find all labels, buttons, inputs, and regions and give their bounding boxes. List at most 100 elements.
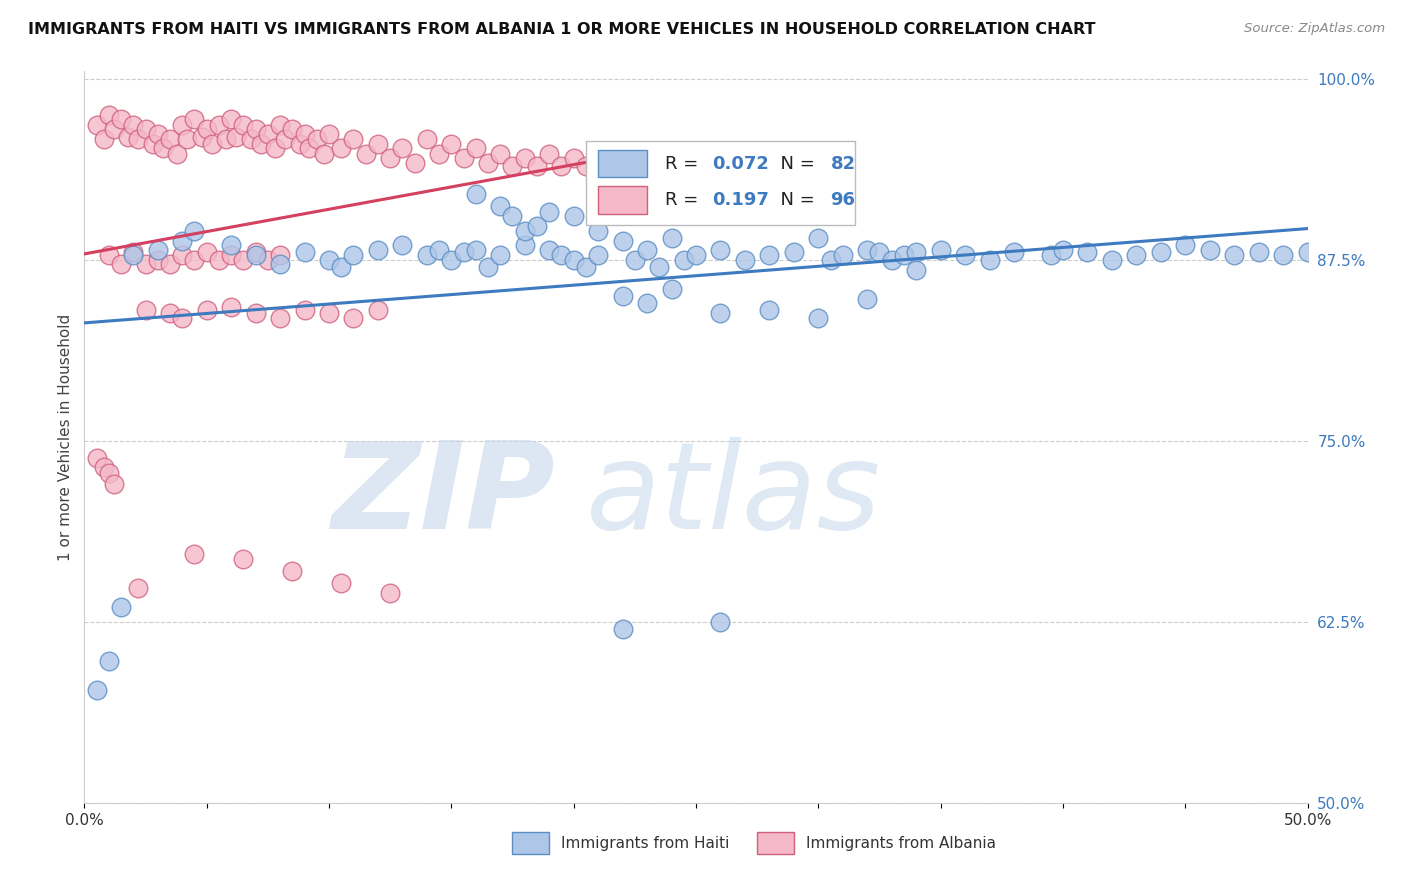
Point	[427, 147, 450, 161]
Point	[215, 132, 238, 146]
Point	[314, 147, 336, 161]
Point	[166, 147, 188, 161]
Point	[269, 248, 291, 262]
Point	[575, 260, 598, 274]
Point	[562, 252, 585, 267]
Point	[281, 122, 304, 136]
Point	[464, 243, 486, 257]
Point	[953, 248, 976, 262]
Point	[661, 282, 683, 296]
Point	[135, 122, 157, 136]
Text: 96: 96	[831, 191, 855, 209]
Point	[110, 112, 132, 127]
Point	[232, 118, 254, 132]
Point	[905, 262, 928, 277]
Point	[1125, 248, 1147, 262]
Point	[135, 257, 157, 271]
Point	[330, 575, 353, 590]
Point	[330, 141, 353, 155]
Point	[929, 243, 952, 257]
Point	[342, 132, 364, 146]
Point	[807, 310, 830, 325]
Point	[318, 127, 340, 141]
Point	[489, 147, 512, 161]
Point	[562, 209, 585, 223]
Point	[575, 159, 598, 173]
Point	[513, 151, 536, 165]
Point	[195, 122, 218, 136]
Point	[183, 224, 205, 238]
Point	[427, 243, 450, 257]
Point	[489, 248, 512, 262]
Point	[176, 132, 198, 146]
Point	[93, 459, 115, 474]
FancyBboxPatch shape	[758, 832, 794, 854]
Point	[103, 122, 125, 136]
Point	[526, 219, 548, 234]
Point	[624, 252, 647, 267]
Text: R =: R =	[665, 154, 704, 172]
Point	[648, 260, 671, 274]
Point	[538, 205, 561, 219]
Point	[636, 296, 658, 310]
Point	[880, 252, 903, 267]
Point	[367, 303, 389, 318]
Point	[245, 248, 267, 262]
Point	[820, 252, 842, 267]
Point	[550, 159, 572, 173]
Point	[269, 257, 291, 271]
Point	[1039, 248, 1062, 262]
Point	[298, 141, 321, 155]
Point	[245, 306, 267, 320]
Point	[245, 245, 267, 260]
Point	[110, 257, 132, 271]
Point	[117, 129, 139, 144]
Point	[208, 118, 231, 132]
Point	[636, 243, 658, 257]
Point	[146, 127, 169, 141]
Point	[367, 136, 389, 151]
Point	[219, 248, 242, 262]
Point	[685, 248, 707, 262]
Point	[330, 260, 353, 274]
Point	[152, 141, 174, 155]
Point	[661, 231, 683, 245]
Text: ZIP: ZIP	[332, 437, 555, 554]
Point	[142, 136, 165, 151]
Point	[264, 141, 287, 155]
Point	[183, 252, 205, 267]
Point	[489, 199, 512, 213]
Point	[245, 122, 267, 136]
Point	[232, 252, 254, 267]
Point	[281, 564, 304, 578]
Text: IMMIGRANTS FROM HAITI VS IMMIGRANTS FROM ALBANIA 1 OR MORE VEHICLES IN HOUSEHOLD: IMMIGRANTS FROM HAITI VS IMMIGRANTS FROM…	[28, 22, 1095, 37]
Point	[1076, 245, 1098, 260]
Point	[979, 252, 1001, 267]
Point	[783, 245, 806, 260]
Point	[380, 586, 402, 600]
Point	[513, 238, 536, 252]
Point	[294, 303, 316, 318]
Point	[502, 209, 524, 223]
Point	[103, 477, 125, 491]
Point	[172, 248, 194, 262]
Text: N =: N =	[769, 191, 821, 209]
Point	[127, 132, 149, 146]
FancyBboxPatch shape	[598, 186, 647, 214]
Point	[146, 243, 169, 257]
Point	[1052, 243, 1074, 257]
Point	[526, 159, 548, 173]
Point	[1247, 245, 1270, 260]
Point	[97, 248, 120, 262]
FancyBboxPatch shape	[513, 832, 550, 854]
Text: Immigrants from Albania: Immigrants from Albania	[806, 836, 995, 851]
Point	[538, 147, 561, 161]
Point	[135, 303, 157, 318]
Point	[305, 132, 328, 146]
Point	[440, 252, 463, 267]
Point	[183, 112, 205, 127]
Point	[538, 243, 561, 257]
Point	[172, 118, 194, 132]
Point	[249, 136, 271, 151]
Point	[239, 132, 262, 146]
